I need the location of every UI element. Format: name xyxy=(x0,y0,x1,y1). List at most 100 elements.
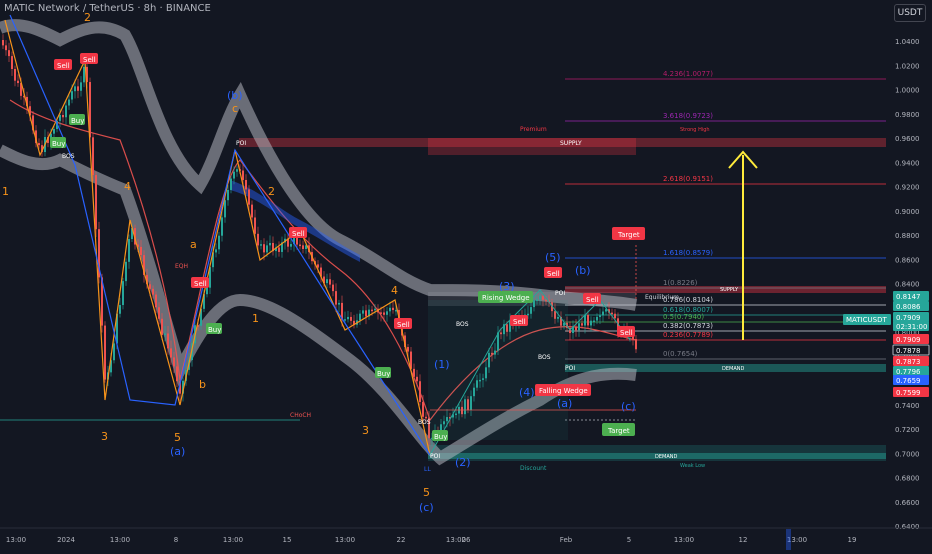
candle xyxy=(380,306,382,322)
candle xyxy=(344,311,346,324)
time-tick-label: 13:00 xyxy=(6,536,26,544)
wave-label-c-small: c xyxy=(232,102,238,115)
currency-button[interactable]: USDT xyxy=(894,4,926,22)
time-tick-label: 22 xyxy=(397,536,406,544)
discount-label: Discount xyxy=(520,465,547,472)
candle xyxy=(230,175,232,194)
sell-badge: Sell xyxy=(80,53,98,64)
wave-label-a-small: a xyxy=(190,238,197,251)
candle xyxy=(236,165,238,177)
candle xyxy=(143,250,145,283)
candle xyxy=(605,302,607,316)
discount-zone xyxy=(428,445,886,461)
price-tick-label: 0.6600 xyxy=(895,499,920,507)
candle xyxy=(611,308,613,321)
candle xyxy=(338,299,340,312)
signal-badges: Sell Sell Buy Buy Sell Buy Sell Sell Buy… xyxy=(50,53,645,441)
svg-text:0.7909: 0.7909 xyxy=(896,336,921,344)
candle xyxy=(272,236,274,256)
demand-zone-low xyxy=(428,453,886,459)
wave-label-5-left: 5 xyxy=(174,431,181,444)
candle xyxy=(41,140,43,157)
price-tick-label: 0.9200 xyxy=(895,184,920,192)
svg-text:Sell: Sell xyxy=(292,230,305,238)
candle xyxy=(407,344,409,357)
wave-label-5-mid: 5 xyxy=(423,486,430,499)
candle xyxy=(389,301,391,317)
wave-labels: 2 1 3 4 5 (a) (b) c 2 1 a b 3 4 5 (c) (1… xyxy=(2,11,636,514)
candle xyxy=(248,185,250,212)
svg-text:Buy: Buy xyxy=(377,370,390,378)
wave-label-3-mid: 3 xyxy=(362,424,369,437)
supply-zone-top xyxy=(239,138,886,147)
svg-text:Sell: Sell xyxy=(586,296,599,304)
time-tick-label: 2024 xyxy=(57,536,75,544)
svg-text:Sell: Sell xyxy=(547,270,560,278)
price-tick-label: 0.7400 xyxy=(895,402,920,410)
fibonacci-levels: 4.236(1.0077) 3.618(0.9723) 2.618(0.9151) 1… xyxy=(565,70,886,360)
price-tick-label: 1.0200 xyxy=(895,62,920,70)
candle xyxy=(62,110,64,123)
time-tick-label: 26 xyxy=(462,536,471,544)
price-tick-label: 0.8000 xyxy=(895,329,920,337)
sell-badge: Sell xyxy=(54,59,72,70)
candle xyxy=(281,236,283,258)
svg-text:Buy: Buy xyxy=(52,140,65,148)
price-badges: 0.81470.80860.790902:31:000.79090.78780.… xyxy=(843,291,930,397)
teal-wave-line xyxy=(429,289,631,456)
price-axis[interactable]: 1.0400 1.0200 1.0000 0.9800 0.9600 0.9400 0.92… xyxy=(890,0,932,531)
candle xyxy=(329,273,331,289)
sell-badge: Sell xyxy=(191,277,209,288)
fib-level: 1.618(0.8579) xyxy=(565,249,886,259)
candle xyxy=(347,310,349,323)
candle xyxy=(368,304,370,320)
svg-text:0.7599: 0.7599 xyxy=(896,389,921,397)
svg-text:0.5(0.7940): 0.5(0.7940) xyxy=(663,313,704,321)
candle xyxy=(542,292,544,307)
candle xyxy=(92,132,94,182)
wave-lines xyxy=(0,14,637,456)
candle xyxy=(140,240,142,261)
candle xyxy=(176,358,178,387)
candle xyxy=(83,62,85,88)
candle xyxy=(299,239,301,250)
price-tick-label: 0.7200 xyxy=(895,426,920,434)
candle xyxy=(101,273,103,333)
svg-text:1.618(0.8579): 1.618(0.8579) xyxy=(663,249,713,257)
buy-badge: Buy xyxy=(50,137,66,148)
candle xyxy=(113,339,115,364)
candle xyxy=(386,307,388,322)
price-tick-label: 0.9400 xyxy=(895,159,920,167)
candle xyxy=(554,303,556,324)
svg-text:0.7659: 0.7659 xyxy=(896,377,921,385)
candle xyxy=(533,295,535,312)
candle xyxy=(146,268,148,289)
price-tick-label: 0.9600 xyxy=(895,135,920,143)
candle xyxy=(14,65,16,87)
svg-text:Falling Wedge: Falling Wedge xyxy=(539,387,588,395)
svg-text:2.618(0.9151): 2.618(0.9151) xyxy=(663,175,713,183)
price-tick-label: 0.9000 xyxy=(895,208,920,216)
price-tick-label: 1.0000 xyxy=(895,87,920,95)
wave-label-1-left: 1 xyxy=(2,185,9,198)
price-badge: 0.8147 xyxy=(893,291,929,301)
wave-label-3-left: 3 xyxy=(101,430,108,443)
candle xyxy=(227,184,229,206)
wave-label-a-left: (a) xyxy=(170,445,185,458)
candle xyxy=(128,234,130,269)
eqh-label: EQH xyxy=(175,263,188,270)
wave-label-c-mid: (c) xyxy=(419,501,434,514)
svg-text:0.7796: 0.7796 xyxy=(896,368,921,376)
time-tick-label: 13:00 xyxy=(674,536,694,544)
candle xyxy=(572,320,574,339)
candle xyxy=(35,125,37,148)
candle xyxy=(422,394,424,425)
fib-level: 1(0.8226) xyxy=(565,279,886,289)
svg-text:1(0.8226): 1(0.8226) xyxy=(663,279,698,287)
price-badge: 0.7909 xyxy=(893,334,929,344)
zone-labels: Premium SUPPLY Strong High SUPPLY Equili… xyxy=(175,126,744,472)
candle xyxy=(416,369,418,387)
